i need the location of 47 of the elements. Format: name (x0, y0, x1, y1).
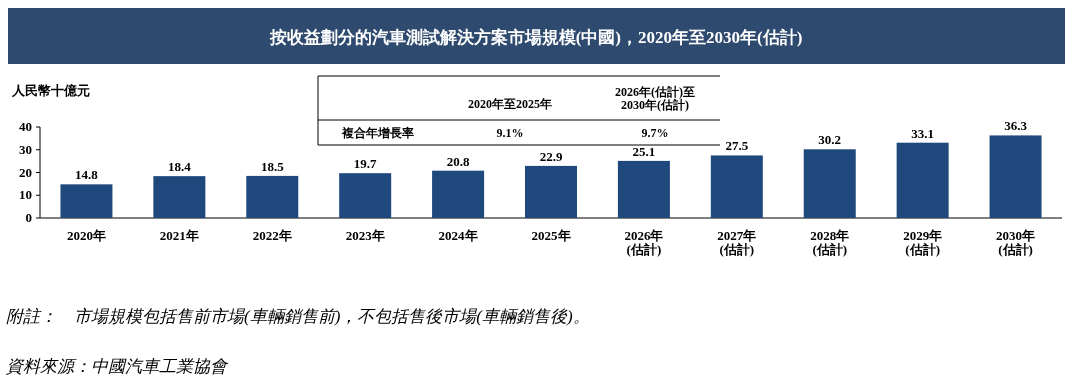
x-tick-label: 2030年 (估計) (996, 228, 1036, 257)
bar (803, 149, 856, 218)
x-tick-label: 2027年 (估計) (717, 228, 757, 257)
text: 2026年(估計)至 2030年(估計) (615, 85, 695, 112)
y-axis-title: 人民幣十億元 (11, 83, 90, 98)
annotation: 9.7% (641, 126, 669, 140)
text: 附註： 市場規模包括售前市場(車輛銷售前)，不包括售後市場(車輛銷售後)。 (6, 307, 590, 326)
data-label: 25.1 (632, 143, 656, 159)
data-label: 33.1 (911, 125, 935, 141)
x-tick-label: 2021年 (159, 228, 199, 243)
x-tick-label: 2022年 (252, 228, 292, 243)
data-label: 14.8 (75, 167, 99, 183)
bar (617, 160, 670, 218)
bar (246, 175, 299, 218)
data-label: 18.5 (260, 158, 285, 174)
annotation: 9.1% (496, 126, 524, 140)
data-label: 27.5 (725, 138, 749, 154)
bar (432, 170, 485, 218)
data-label: 36.3 (1004, 118, 1028, 134)
data-label: 22.9 (539, 148, 563, 164)
data-label: 18.4 (167, 159, 192, 175)
y-tick-label: 40 (19, 119, 32, 134)
bar (989, 135, 1042, 218)
x-tick-label: 2025年 (531, 228, 571, 243)
x-tick-label: 2024年 (438, 228, 478, 243)
chart-title: 按收益劃分的汽車測試解決方案市場規模(中國)，2020年至2030年(估計) (268, 27, 803, 47)
data-label: 30.2 (818, 132, 842, 148)
x-tick-label: 2028年 (估計) (810, 228, 850, 257)
y-tick-label: 20 (19, 164, 32, 180)
bar (525, 165, 577, 218)
x-tick-label: 2029年 (估計) (903, 228, 943, 257)
bar (60, 184, 113, 218)
data-label: 20.8 (446, 153, 470, 169)
bar (710, 155, 763, 218)
bar (153, 176, 206, 218)
bar (339, 173, 392, 218)
text: 2020年至2025年 (468, 97, 552, 111)
data-label: 19.7 (353, 156, 378, 172)
y-tick-label: 0 (25, 210, 32, 225)
y-tick-label: 30 (19, 141, 32, 157)
y-tick-label: 10 (19, 187, 32, 203)
source-note: 資料來源：中國汽車工業協會 (6, 357, 229, 376)
x-tick-label: 2023年 (345, 228, 385, 243)
bar (896, 142, 949, 218)
x-tick-label: 2026年 (估計) (624, 228, 664, 257)
annotation: 複合年增長率 (341, 126, 414, 140)
x-tick-label: 2020年 (66, 228, 106, 243)
